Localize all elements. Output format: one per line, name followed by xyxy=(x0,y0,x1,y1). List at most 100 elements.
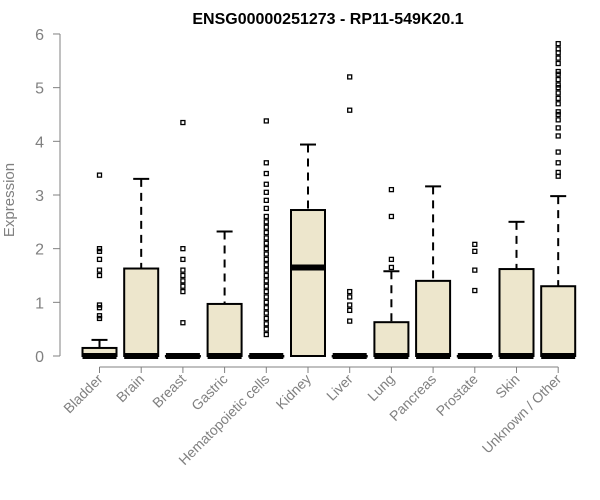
outlier-point xyxy=(263,299,269,305)
outlier-point xyxy=(263,229,269,236)
y-tick-label: 4 xyxy=(35,134,44,151)
outlier-point xyxy=(263,272,269,279)
outlier-point xyxy=(263,262,269,268)
outlier-point xyxy=(555,46,561,52)
outlier-point xyxy=(472,287,478,294)
x-tick-label: Lung xyxy=(364,371,397,404)
outlier-point xyxy=(347,288,353,295)
outlier-point xyxy=(263,170,269,177)
outlier-point xyxy=(347,318,353,324)
box-group xyxy=(206,230,243,359)
outlier-point xyxy=(263,256,269,263)
outlier-point xyxy=(263,181,269,187)
outlier-point xyxy=(96,246,103,252)
outlier-point xyxy=(263,197,269,204)
plot-area xyxy=(81,40,577,359)
outlier-point xyxy=(555,125,561,131)
box-rect xyxy=(415,279,452,357)
outlier-point xyxy=(347,107,353,113)
outlier-point xyxy=(555,95,561,102)
outlier-point xyxy=(263,251,269,257)
box-group xyxy=(456,241,493,359)
outlier-point xyxy=(347,302,353,308)
box-group xyxy=(123,177,160,359)
outlier-point xyxy=(263,315,269,322)
y-tick-label: 1 xyxy=(35,295,44,312)
x-tick-label: Liver xyxy=(323,371,356,404)
outlier-point xyxy=(180,320,186,326)
box-group xyxy=(373,186,410,359)
outlier-point xyxy=(96,267,103,273)
outlier-point xyxy=(96,248,103,254)
outlier-point xyxy=(96,315,103,322)
box-rect xyxy=(290,209,326,357)
outlier-point xyxy=(263,331,269,338)
outlier-point xyxy=(263,305,269,311)
y-tick-label: 0 xyxy=(35,349,44,366)
outlier-point xyxy=(555,133,561,139)
outlier-point xyxy=(263,118,269,124)
y-tick-label: 6 xyxy=(35,27,44,44)
outlier-point xyxy=(263,326,269,332)
x-tick-label: Bladder xyxy=(60,371,106,417)
outlier-point xyxy=(555,55,561,61)
box-group xyxy=(164,119,201,359)
outlier-point xyxy=(555,76,561,83)
outlier-point xyxy=(555,82,561,88)
outlier-point xyxy=(555,85,561,91)
box-group xyxy=(540,40,577,359)
outlier-point xyxy=(96,172,103,178)
outlier-point xyxy=(96,272,103,279)
outlier-point xyxy=(555,160,561,166)
outlier-point xyxy=(555,60,561,67)
y-axis: 0 1 2 3 4 5 6 xyxy=(35,27,61,366)
box-rect xyxy=(206,302,243,357)
outlier-point xyxy=(180,119,186,126)
outlier-point xyxy=(263,294,269,300)
outlier-point xyxy=(180,278,186,284)
outlier-point xyxy=(263,235,269,241)
y-tick-label: 5 xyxy=(35,81,44,98)
outlier-point xyxy=(347,307,353,314)
outlier-point xyxy=(555,101,561,107)
outlier-point xyxy=(263,278,269,284)
outlier-point xyxy=(180,272,186,279)
outlier-point xyxy=(472,267,478,273)
box-group xyxy=(498,220,535,359)
outlier-point xyxy=(263,160,269,166)
outlier-point xyxy=(96,313,103,319)
y-tick-label: 3 xyxy=(35,188,44,205)
box-group xyxy=(248,118,285,359)
outlier-point xyxy=(472,241,478,248)
chart-title: ENSG00000251273 - RP11-549K20.1 xyxy=(192,11,463,28)
box-rect xyxy=(498,268,535,357)
outlier-point xyxy=(263,267,269,273)
box-group xyxy=(331,74,368,359)
outlier-point xyxy=(263,213,269,220)
x-tick-label: Breast xyxy=(149,371,189,411)
box-rect xyxy=(123,267,160,358)
x-tick-label: Brain xyxy=(113,371,147,405)
outlier-point xyxy=(263,219,269,225)
outlier-point xyxy=(555,90,561,96)
outlier-point xyxy=(555,117,561,123)
outlier-point xyxy=(180,256,186,263)
box-group xyxy=(415,185,452,359)
outlier-point xyxy=(555,169,561,176)
outlier-point xyxy=(96,256,103,263)
outlier-point xyxy=(555,149,561,155)
outlier-point xyxy=(263,310,269,316)
outlier-point xyxy=(180,283,186,289)
outlier-point xyxy=(388,213,395,220)
box-group xyxy=(290,143,326,357)
outlier-point xyxy=(180,246,186,252)
outlier-point xyxy=(555,40,561,47)
outlier-point xyxy=(263,189,269,195)
outlier-point xyxy=(180,288,186,295)
y-axis-label: Expression xyxy=(1,163,18,237)
outlier-point xyxy=(96,302,103,308)
outlier-point xyxy=(555,109,561,115)
y-tick-label: 2 xyxy=(35,242,44,259)
